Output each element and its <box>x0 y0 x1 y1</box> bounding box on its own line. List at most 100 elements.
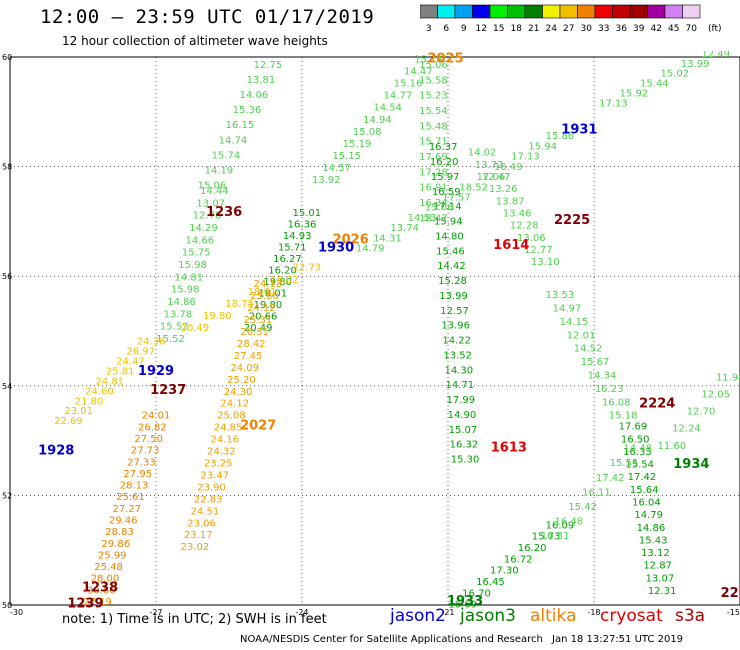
wave-height-label: 24.13 <box>254 279 283 290</box>
colorbar-label: 15 <box>493 24 504 34</box>
wave-height-label: 16.20 <box>268 265 297 276</box>
wave-height-label: 23.25 <box>204 459 233 470</box>
page-title: 12:00 – 23:59 UTC 01/17/2019 <box>40 6 375 28</box>
wave-height-label: 16.72 <box>504 554 533 565</box>
colorbar-swatch <box>682 4 701 19</box>
wave-height-label: 25.48 <box>94 562 123 573</box>
wave-height-label: 24.32 <box>207 447 236 458</box>
wave-height-label: 15.14 <box>414 54 443 65</box>
pass-time-label: 222 <box>721 586 740 601</box>
wave-height-label: 17.13 <box>599 98 628 109</box>
colorbar-label: 39 <box>633 24 645 34</box>
wave-height-label: 20.66 <box>249 311 278 322</box>
wave-height-label: 12.70 <box>687 407 716 418</box>
wave-height-label: 18.47 <box>419 213 448 224</box>
color-scale-bar: 3 6 9 12 15 18 21 24 27 30 33 36 39 42 45 70 (ft) <box>420 4 722 34</box>
legend-jason3: jason3 <box>460 606 516 626</box>
pass-time-label: 2224 <box>639 397 675 412</box>
wave-height-label: 12.57 <box>440 306 469 317</box>
wave-height-label: 25.50 <box>250 291 279 302</box>
wave-height-label: 15.97 <box>431 172 460 183</box>
wave-height-label: 15.06 <box>198 181 227 192</box>
wave-height-label: 18.01 <box>258 288 287 299</box>
wave-height-label: 12.31 <box>648 586 677 597</box>
wave-height-label: 13.72 <box>475 160 504 171</box>
wave-height-label: 14.80 <box>435 231 464 242</box>
wave-height-label: 26.97 <box>126 347 155 358</box>
wave-height-label: 17.69 <box>419 152 448 163</box>
wave-height-label: 20.49 <box>244 323 273 334</box>
wave-height-label: 16.48 <box>555 517 584 528</box>
lon-tick-label: -27 <box>149 608 162 617</box>
wave-height-label: 27.19 <box>83 597 112 608</box>
wave-height-label: 21.80 <box>75 396 104 407</box>
wave-height-label: 13.78 <box>164 309 193 320</box>
wave-height-label: 14.66 <box>185 235 214 246</box>
wave-height-label: 11.60 <box>658 441 687 452</box>
wave-height-label: 16.04 <box>632 498 661 509</box>
wave-height-label: 15.52 <box>156 334 185 345</box>
wave-height-label: 14.44 <box>200 186 229 197</box>
lon-tick-label: -30 <box>10 608 23 617</box>
wave-height-label: 15.18 <box>609 411 638 422</box>
wave-height-label: 20.49 <box>181 323 210 334</box>
page-subtitle: 12 hour collection of altimeter wave hei… <box>62 34 328 48</box>
wave-height-label: 13.74 <box>390 223 419 234</box>
wave-height-label: 15.55 <box>610 458 639 469</box>
wave-height-label: 14.79 <box>634 510 663 521</box>
lat-tick-label: 54 <box>2 382 12 391</box>
wave-height-label: 17.28 <box>419 167 448 178</box>
lon-tick-label: -15 <box>727 608 740 617</box>
pass-time-label: 2027 <box>240 419 276 434</box>
colorbar-label: 18 <box>511 24 523 34</box>
wave-height-label: 15.06 <box>425 203 454 214</box>
colorbar-label: 3 <box>426 24 432 34</box>
wave-height-label: 18.52 <box>459 182 488 193</box>
wave-height-label: 14.79 <box>356 244 385 255</box>
wave-height-label: 15.23 <box>419 91 448 102</box>
wave-height-label: 16.35 <box>623 447 652 458</box>
wave-height-label: 17.14 <box>433 202 462 213</box>
wave-height-label: 15.06 <box>419 60 448 71</box>
wave-height-label: 12.77 <box>524 245 553 256</box>
colorbar-label: (ft) <box>708 24 722 34</box>
wave-height-label: 28.13 <box>120 481 149 492</box>
wave-height-label: 15.94 <box>434 217 463 228</box>
wave-height-label: 15.46 <box>436 246 465 257</box>
wave-height-label: 14.31 <box>373 233 402 244</box>
wave-height-label: 14.94 <box>363 115 392 126</box>
lat-tick-label: 60 <box>2 53 12 62</box>
wave-height-label: 16.23 <box>595 384 624 395</box>
wave-height-label: 13.46 <box>503 209 532 220</box>
wave-height-label: 13.07 <box>196 198 225 209</box>
pass-time-label: 1236 <box>206 205 242 220</box>
wave-height-label: 16.69 <box>448 600 477 611</box>
colorbar-label: 21 <box>528 24 539 34</box>
wave-height-label: 28.42 <box>237 339 266 350</box>
wave-height-label: 17.99 <box>447 395 476 406</box>
colorbar-label: 45 <box>668 24 679 34</box>
wave-height-label: 13.81 <box>247 75 276 86</box>
wave-height-label: 15.01 <box>293 208 322 219</box>
lon-tick-label: -21 <box>441 608 454 617</box>
wave-height-label: 14.15 <box>560 317 589 328</box>
wave-height-label: 12.24 <box>672 424 701 435</box>
wave-height-label: 13.87 <box>496 196 525 207</box>
wave-height-label: 22.73 <box>293 263 322 274</box>
wave-height-label: 17.42 <box>596 473 625 484</box>
lat-tick-label: 56 <box>2 272 12 281</box>
wave-height-label: 12.75 <box>254 60 283 71</box>
colorbar-label: 9 <box>461 24 467 34</box>
wave-height-label: 17.42 <box>628 472 657 483</box>
wave-height-label: 23.47 <box>201 470 230 481</box>
wave-height-label: 16.27 <box>273 254 302 265</box>
wave-height-label: 16.02 <box>270 275 299 286</box>
legend-cryosat: cryosat <box>600 606 663 626</box>
wave-height-label: 15.94 <box>528 141 557 152</box>
wave-height-label: 12.78 <box>193 211 222 222</box>
wave-height-label: 14.71 <box>445 380 474 391</box>
wave-height-label: 29.86 <box>102 539 131 550</box>
footnote: note: 1) Time is in UTC; 2) SWH is in fe… <box>62 612 327 627</box>
wave-height-label: 28.00 <box>91 574 120 585</box>
wave-height-label: 17.13 <box>511 152 540 163</box>
